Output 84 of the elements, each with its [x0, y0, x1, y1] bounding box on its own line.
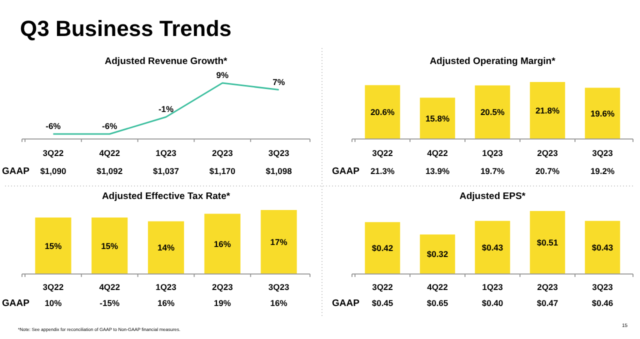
- bar: [260, 210, 297, 274]
- x-tick-label: 3Q23: [592, 282, 614, 292]
- x-tick-label: 3Q22: [42, 282, 64, 292]
- data-label: 19.6%: [590, 108, 615, 118]
- chart-title: Adjusted Revenue Growth*: [104, 56, 228, 67]
- bar: [474, 85, 510, 139]
- data-label: $0.43: [482, 242, 504, 252]
- x-tick-label: 1Q23: [156, 148, 177, 158]
- x-tick-label: 2Q23: [212, 282, 234, 292]
- data-label: 14%: [157, 242, 175, 253]
- data-label: 9%: [216, 70, 229, 80]
- x-tick-label: 2Q23: [537, 282, 558, 292]
- text: $0.45: [372, 298, 394, 308]
- x-tick-label: 2Q23: [537, 148, 558, 158]
- bar: [35, 218, 72, 274]
- data-label: $0.43: [592, 242, 614, 252]
- data-label: 20.5%: [480, 107, 505, 118]
- bar: [204, 214, 240, 274]
- text: 21.3%: [370, 166, 395, 176]
- data-label: 20.6%: [370, 107, 395, 118]
- bar: [530, 211, 566, 274]
- text: Q3 Business Trends: [20, 16, 232, 41]
- bar: [420, 234, 456, 274]
- data-label: -6%: [102, 121, 118, 131]
- bar: [584, 220, 620, 274]
- text: $1,170: [209, 166, 236, 176]
- chart-title: Adjusted EPS*: [460, 191, 526, 202]
- x-tick-label: 4Q22: [99, 282, 120, 292]
- data-label: $0.32: [426, 249, 448, 260]
- text: GAAP: [332, 298, 360, 309]
- chart-title: Adjusted Operating Margin*: [430, 56, 556, 67]
- text: $0.46: [592, 298, 614, 308]
- text: -15%: [100, 298, 120, 308]
- text: $0.65: [426, 298, 448, 308]
- x-tick-label: 3Q22: [42, 148, 64, 158]
- text: 16%: [270, 298, 288, 308]
- text: $0.47: [536, 298, 558, 308]
- data-label: 15%: [101, 240, 119, 251]
- text: 19.2%: [590, 166, 615, 176]
- text: GAAP: [2, 166, 30, 177]
- data-label: 16%: [214, 238, 232, 249]
- bar: [530, 82, 566, 139]
- text: 19.7%: [480, 166, 505, 176]
- data-label: -1%: [158, 104, 174, 114]
- data-label: -6%: [46, 121, 62, 131]
- data-label: $0.51: [536, 238, 558, 248]
- text: GAAP: [2, 298, 30, 309]
- bar: [420, 98, 456, 139]
- bar: [148, 221, 184, 274]
- bar: [364, 222, 400, 274]
- bar: [364, 85, 400, 139]
- text: 20.7%: [535, 166, 560, 176]
- x-tick-label: 4Q22: [427, 148, 448, 158]
- x-tick-label: 3Q23: [592, 148, 614, 158]
- text: $0.40: [482, 298, 504, 308]
- bar: [474, 220, 510, 274]
- x-tick-label: 1Q23: [482, 148, 504, 158]
- data-label: $0.42: [372, 243, 394, 254]
- x-tick-label: 4Q22: [99, 148, 120, 158]
- data-label: 21.8%: [535, 106, 560, 116]
- bar: [584, 88, 620, 139]
- text: 16%: [157, 298, 175, 308]
- x-tick-label: 3Q22: [372, 282, 394, 292]
- chart-title: Adjusted Effective Tax Rate*: [102, 191, 230, 202]
- x-tick-label: 4Q22: [427, 282, 448, 292]
- data-label: 15.8%: [425, 113, 450, 124]
- text: $1,037: [153, 166, 180, 176]
- x-tick-label: 3Q23: [268, 148, 290, 158]
- x-tick-label: 3Q23: [268, 282, 290, 292]
- data-label: 15%: [44, 240, 62, 251]
- x-tick-label: 1Q23: [482, 282, 504, 292]
- text: $1,092: [96, 166, 123, 176]
- text: 10%: [44, 298, 62, 308]
- bar: [92, 218, 128, 274]
- text: $1,098: [266, 166, 292, 176]
- x-tick-label: 3Q22: [372, 148, 394, 158]
- text: 19%: [214, 298, 232, 308]
- text: GAAP: [332, 166, 360, 177]
- text: $1,090: [40, 166, 66, 176]
- data-label: 17%: [270, 237, 288, 247]
- data-label: 7%: [272, 76, 286, 87]
- x-tick-label: 2Q23: [212, 148, 234, 158]
- x-tick-label: 1Q23: [156, 282, 177, 292]
- text: 13.9%: [425, 166, 450, 176]
